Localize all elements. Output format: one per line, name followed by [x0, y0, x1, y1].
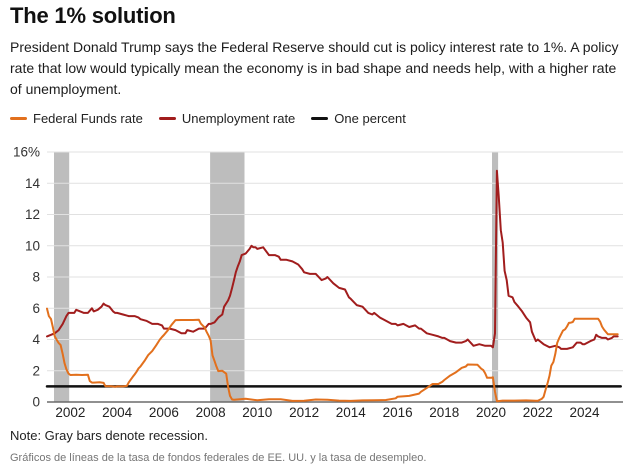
y-tick-label: 16% [13, 145, 40, 160]
y-tick-label: 2 [32, 363, 40, 378]
chart-legend: Federal Funds rate Unemployment rate One… [10, 111, 422, 126]
chart-subtitle: President Donald Trump says the Federal … [10, 39, 619, 97]
legend-item-one-percent: One percent [311, 111, 406, 126]
chart-canvas: 0 2 4 6 8 10 12 14 16% 2002 2004 2006 2008 2010 2012 20… [13, 145, 623, 420]
x-tick-label: 2010 [242, 405, 272, 420]
series-line [46, 307, 619, 403]
x-tick-label: 2022 [523, 405, 553, 420]
legend-item-federal-funds-rate: Federal Funds rate [10, 111, 143, 126]
y-tick-label: 4 [32, 332, 40, 347]
x-tick-label: 2016 [383, 405, 413, 420]
y-tick-label: 0 [32, 395, 40, 410]
x-tick-label: 2004 [102, 405, 133, 420]
y-tick-label: 12 [25, 207, 40, 222]
legend-item-unemployment-rate: Unemployment rate [158, 111, 296, 126]
federal-funds-line-swatch-icon [10, 117, 27, 120]
one-percent-line-swatch-icon [311, 117, 329, 120]
legend-label-unemployment-rate: Unemployment rate [181, 111, 296, 126]
y-tick-label: 6 [32, 301, 40, 316]
x-tick-label: 2002 [55, 405, 85, 420]
y-tick-label: 10 [25, 238, 40, 253]
y-tick-label: 14 [25, 176, 41, 191]
y-tick-label: 8 [32, 270, 40, 285]
x-tick-label: 2020 [476, 405, 506, 420]
unemployment-line-swatch-icon [158, 117, 176, 120]
chart-caption: Gráficos de líneas de la tasa de fondos … [10, 452, 427, 464]
x-tick-label: 2006 [149, 405, 179, 420]
x-tick-label: 2008 [196, 405, 226, 420]
x-tick-label: 2012 [289, 405, 319, 420]
chart-note: Note: Gray bars denote recession. [10, 428, 208, 443]
page-title: The 1% solution [10, 3, 176, 28]
x-tick-label: 2024 [569, 405, 600, 420]
series-line [46, 169, 619, 350]
x-tick-label: 2018 [429, 405, 459, 420]
legend-label-one-percent: One percent [334, 111, 406, 126]
x-tick-label: 2014 [336, 405, 367, 420]
legend-label-federal-funds-rate: Federal Funds rate [33, 111, 143, 126]
